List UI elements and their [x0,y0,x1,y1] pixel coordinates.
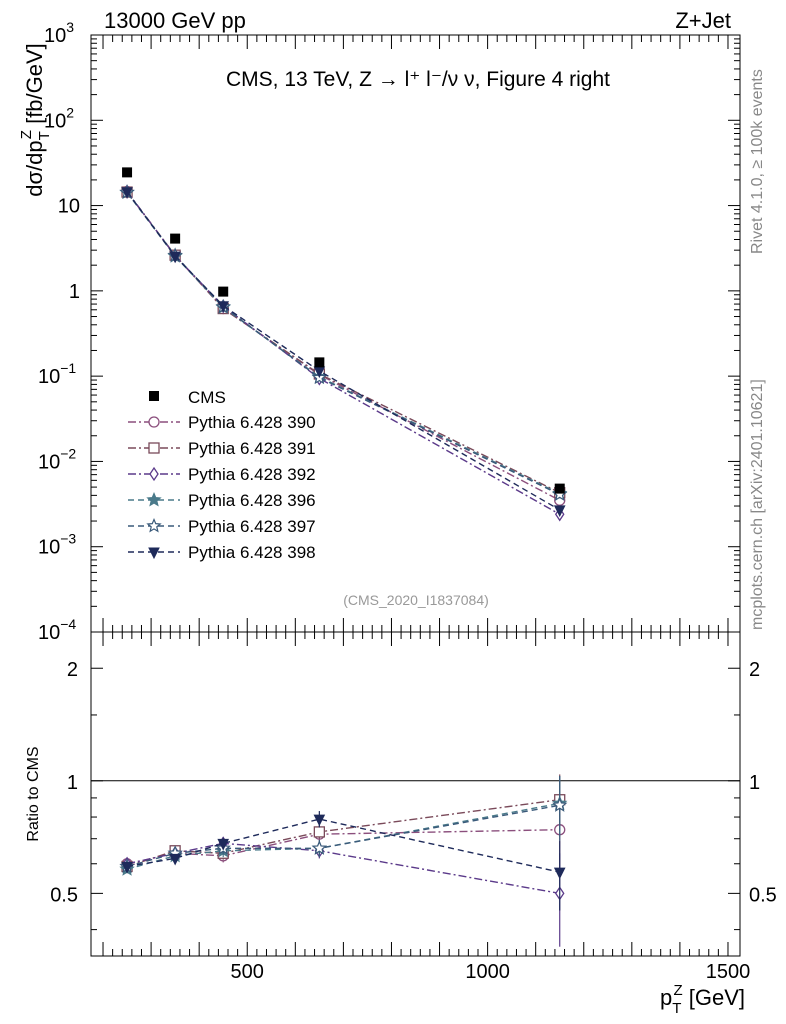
x-tick-label: 1000 [465,961,510,983]
analysis-watermark: (CMS_2020_I1837084) [343,592,489,608]
ratio-series-point [311,840,328,855]
mcplots-label: mcplots.cern.ch [arXiv:2401.10621] [749,379,766,630]
legend-marker [149,466,159,482]
ratio-y-tick-label-left: 0.5 [50,884,78,906]
legend-label: Pythia 6.428 396 [188,491,316,510]
legend-cms-marker [149,391,159,401]
cms-data-point [554,483,565,494]
ratio-series-line [126,802,560,870]
header-left-label: 13000 GeV pp [104,8,246,33]
cms-data-group [122,167,565,494]
ratio-y-tick-label-right: 0.5 [749,884,777,906]
ratio-ticks: 0.5 0.5 1 1 2 2 [50,659,777,931]
legend-label: Pythia 6.428 392 [188,465,316,484]
ratio-y-tick-label-left: 1 [67,772,78,794]
legend-cms-label: CMS [188,388,226,407]
ratio-series-line [126,842,560,895]
main-y-tick-label: 102 [44,104,74,132]
ratio-series-line [126,829,560,865]
ratio-series-point [313,814,326,827]
rivet-label: Rivet 4.1.0, ≥ 100k events [749,69,766,254]
legend-label: Pythia 6.428 391 [188,439,316,458]
legend-marker [146,517,162,533]
main-y-tick-label: 10 [58,196,80,218]
main-y-tick-label: 1 [69,281,80,303]
legend-label: Pythia 6.428 398 [188,543,316,562]
svg-text:pTZ [GeV]: pTZ [GeV] [660,982,745,1017]
ratio-series-point [553,867,566,880]
legend-label: Pythia 6.428 390 [188,413,316,432]
ratio-series-line [126,804,560,868]
legend-marker [148,442,160,454]
cms-data-point [218,286,229,297]
main-y-tick-label: 10−3 [38,531,76,559]
main-series-point [169,251,181,264]
x-tick-label: 500 [231,961,264,983]
cms-data-point [122,167,133,178]
ratio-series-point [313,826,326,838]
ratio-series-group [119,774,568,947]
legend-marker [146,491,162,507]
main-series-line [126,191,561,511]
ratio-plot-frame [90,631,741,957]
main-y-tick-label: 103 [44,19,74,47]
x-ticks: 500 1000 1500 [102,35,751,983]
header-right-label: Z+Jet [675,8,731,33]
ratio-y-tick-label-left: 2 [67,659,78,681]
main-series-group [119,184,568,522]
main-y-tick-label: 10−4 [38,616,76,644]
legend-marker [148,416,160,428]
main-y-tick-label: 10−2 [38,445,76,473]
plot-title: CMS, 13 TeV, Z → l⁺ l⁻/ν ν, Figure 4 rig… [226,68,610,91]
ratio-series-point [121,861,133,874]
x-axis-label: pTZ [GeV] [660,982,745,1017]
main-series-point [553,505,566,518]
ratio-y-axis-label: Ratio to CMS [25,746,42,841]
legend-label: Pythia 6.428 397 [188,517,316,536]
ratio-series-point [552,797,568,812]
cms-data-point [314,357,325,368]
ratio-y-tick-label-right: 1 [749,772,760,794]
cms-data-point [170,233,181,244]
ratio-series-point [217,838,230,851]
ratio-y-tick-label-right: 2 [749,659,760,681]
ratio-series-line [126,818,560,873]
main-series-point [217,301,230,313]
legend-marker [148,547,160,560]
ratio-series-point [169,853,181,866]
x-tick-label: 1500 [706,961,751,983]
main-y-tick-label: 10−1 [38,360,76,388]
legend: CMS Pythia 6.428 390 Pythia 6.428 391 Pythi… [128,388,316,562]
main-series-point [121,187,133,199]
